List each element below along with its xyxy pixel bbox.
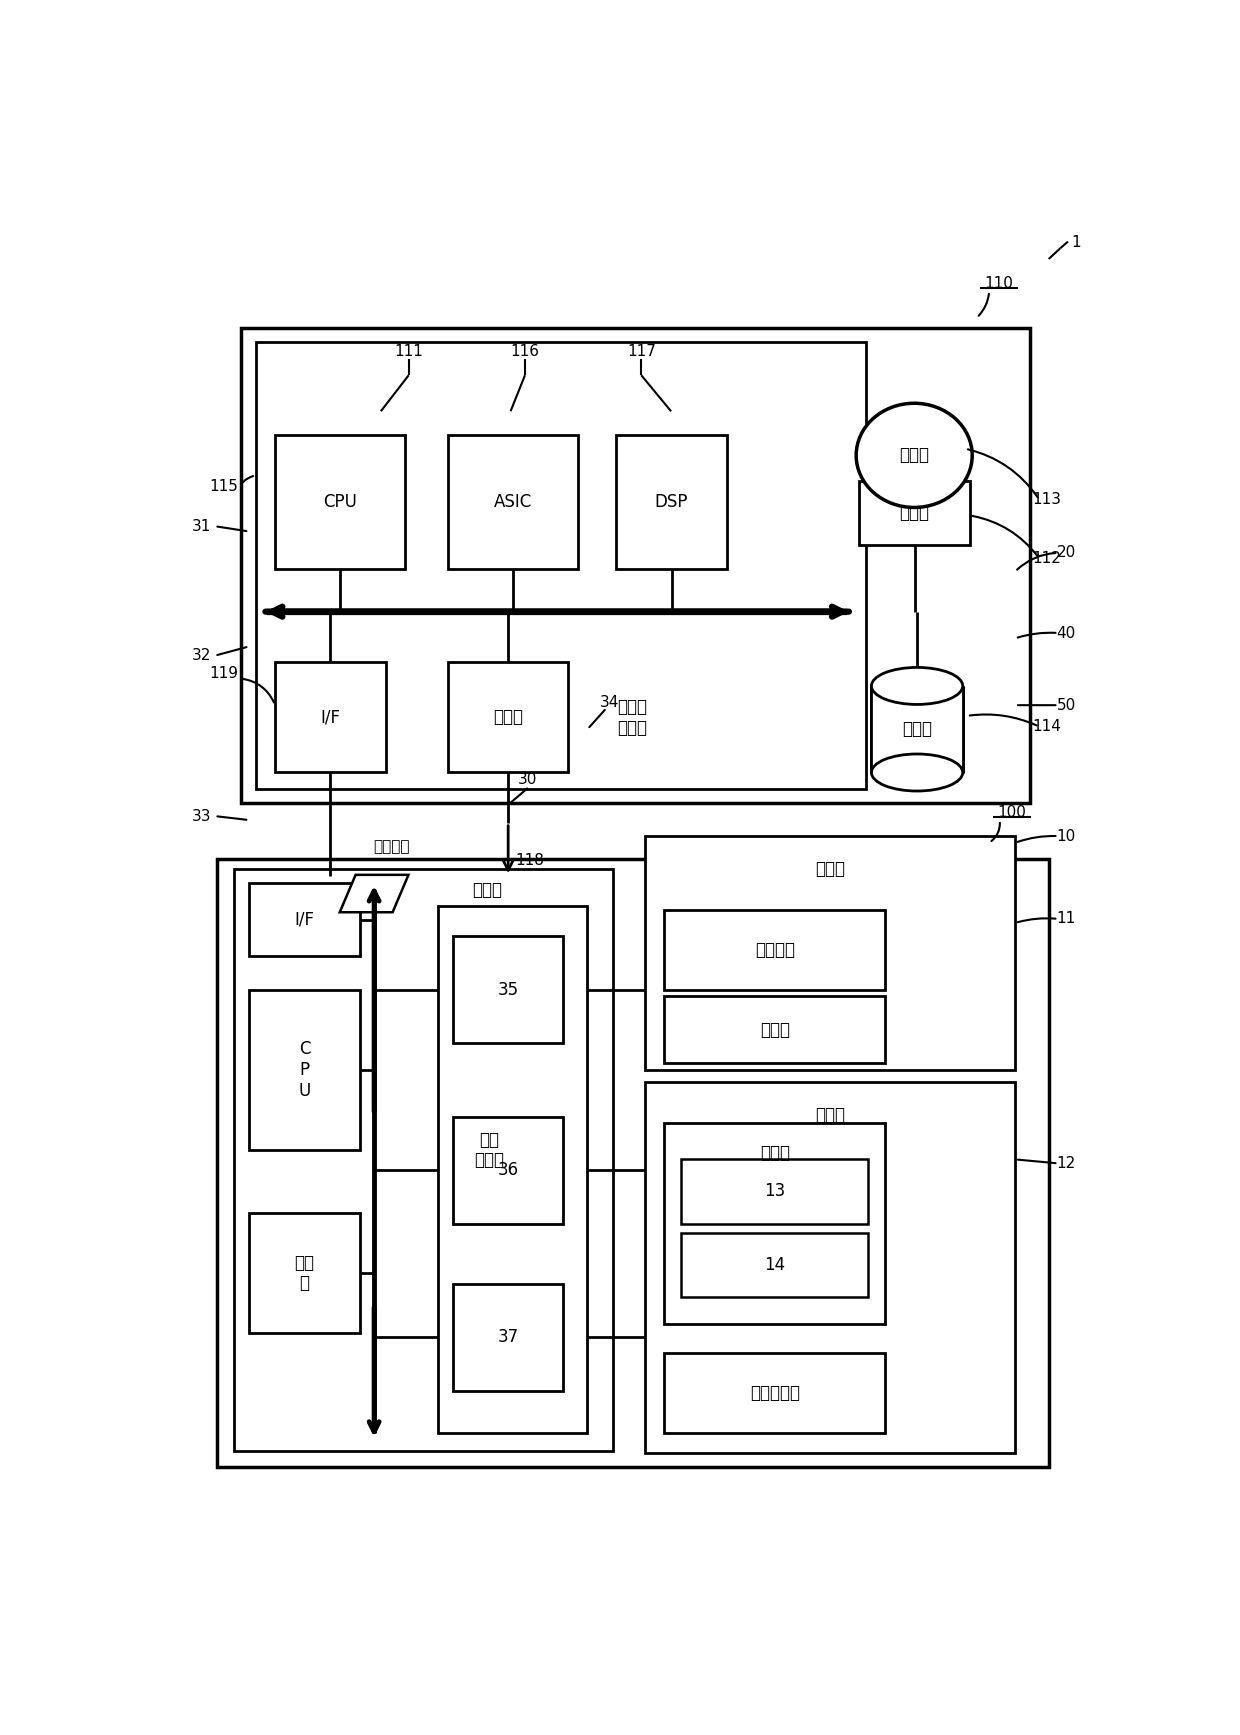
Bar — [645, 1083, 1016, 1454]
Bar — [453, 937, 563, 1043]
Bar — [645, 836, 1016, 1070]
Bar — [275, 435, 404, 569]
Ellipse shape — [872, 668, 962, 704]
Ellipse shape — [856, 403, 972, 507]
Text: 打印机
控制部: 打印机 控制部 — [618, 697, 647, 737]
Text: 110: 110 — [985, 276, 1013, 290]
Bar — [439, 906, 588, 1433]
Text: 存储器: 存储器 — [494, 708, 523, 727]
Text: 32: 32 — [191, 649, 211, 663]
Text: 114: 114 — [1033, 718, 1061, 734]
Text: 100: 100 — [998, 805, 1027, 819]
Text: 移动部: 移动部 — [815, 861, 846, 878]
Text: 50: 50 — [1056, 697, 1075, 713]
Text: 主扫描部: 主扫描部 — [755, 940, 795, 959]
Text: DSP: DSP — [655, 493, 688, 512]
Text: 113: 113 — [1033, 493, 1061, 507]
Text: 记录部: 记录部 — [815, 1107, 846, 1124]
Text: 记录数据: 记录数据 — [373, 840, 409, 854]
Text: 13: 13 — [764, 1183, 785, 1201]
Text: 显示部: 显示部 — [899, 446, 929, 465]
Text: 40: 40 — [1056, 626, 1075, 640]
Text: 37: 37 — [497, 1327, 518, 1346]
Text: 存储
器: 存储 器 — [294, 1254, 315, 1293]
Bar — [665, 1353, 885, 1433]
Ellipse shape — [872, 755, 962, 791]
Text: 输送部: 输送部 — [760, 1020, 790, 1039]
Text: 输入部: 输入部 — [900, 503, 930, 522]
Text: 14: 14 — [764, 1256, 785, 1273]
Bar — [234, 869, 614, 1450]
Text: 11: 11 — [1056, 911, 1075, 926]
Text: 31: 31 — [191, 519, 211, 534]
Bar — [665, 996, 885, 1064]
Text: 20: 20 — [1056, 545, 1075, 560]
Polygon shape — [340, 874, 408, 913]
Bar — [681, 1234, 868, 1298]
Bar — [275, 663, 386, 772]
Text: C
P
U: C P U — [299, 1039, 310, 1100]
Text: I/F: I/F — [294, 911, 315, 928]
Bar — [217, 859, 1049, 1466]
Text: 头单元: 头单元 — [760, 1143, 790, 1162]
Text: 12: 12 — [1056, 1156, 1075, 1171]
Bar — [448, 663, 568, 772]
Text: 119: 119 — [210, 666, 238, 680]
Text: 33: 33 — [191, 809, 211, 824]
Text: 存储部: 存储部 — [901, 720, 932, 737]
Text: 30: 30 — [518, 772, 538, 788]
Text: ASIC: ASIC — [494, 493, 532, 512]
Text: I/F: I/F — [320, 708, 341, 727]
Text: 115: 115 — [210, 479, 238, 493]
Bar — [249, 989, 360, 1150]
Bar — [242, 328, 1029, 803]
Text: 117: 117 — [627, 344, 656, 359]
Text: 34: 34 — [600, 696, 619, 710]
Bar — [616, 435, 727, 569]
Bar — [681, 1159, 868, 1223]
Text: 控制部: 控制部 — [472, 881, 502, 899]
Bar — [872, 685, 962, 772]
Text: 油墨供给部: 油墨供给部 — [750, 1385, 800, 1402]
Text: 118: 118 — [516, 852, 544, 868]
Bar — [453, 1284, 563, 1390]
Bar — [453, 1117, 563, 1223]
Text: 111: 111 — [394, 344, 423, 359]
Text: 112: 112 — [1033, 550, 1061, 566]
Bar — [665, 1123, 885, 1324]
Text: CPU: CPU — [324, 493, 357, 512]
Bar — [448, 435, 578, 569]
Text: 35: 35 — [497, 980, 518, 999]
Text: 36: 36 — [497, 1161, 518, 1180]
Bar — [255, 342, 866, 789]
Bar — [249, 883, 360, 956]
Bar — [859, 481, 970, 545]
Text: 116: 116 — [511, 344, 539, 359]
Text: 1: 1 — [1071, 236, 1080, 250]
Bar — [249, 1213, 360, 1332]
Text: 驱动
控制部: 驱动 控制部 — [475, 1131, 505, 1169]
Text: 10: 10 — [1056, 829, 1075, 843]
Bar — [665, 909, 885, 989]
